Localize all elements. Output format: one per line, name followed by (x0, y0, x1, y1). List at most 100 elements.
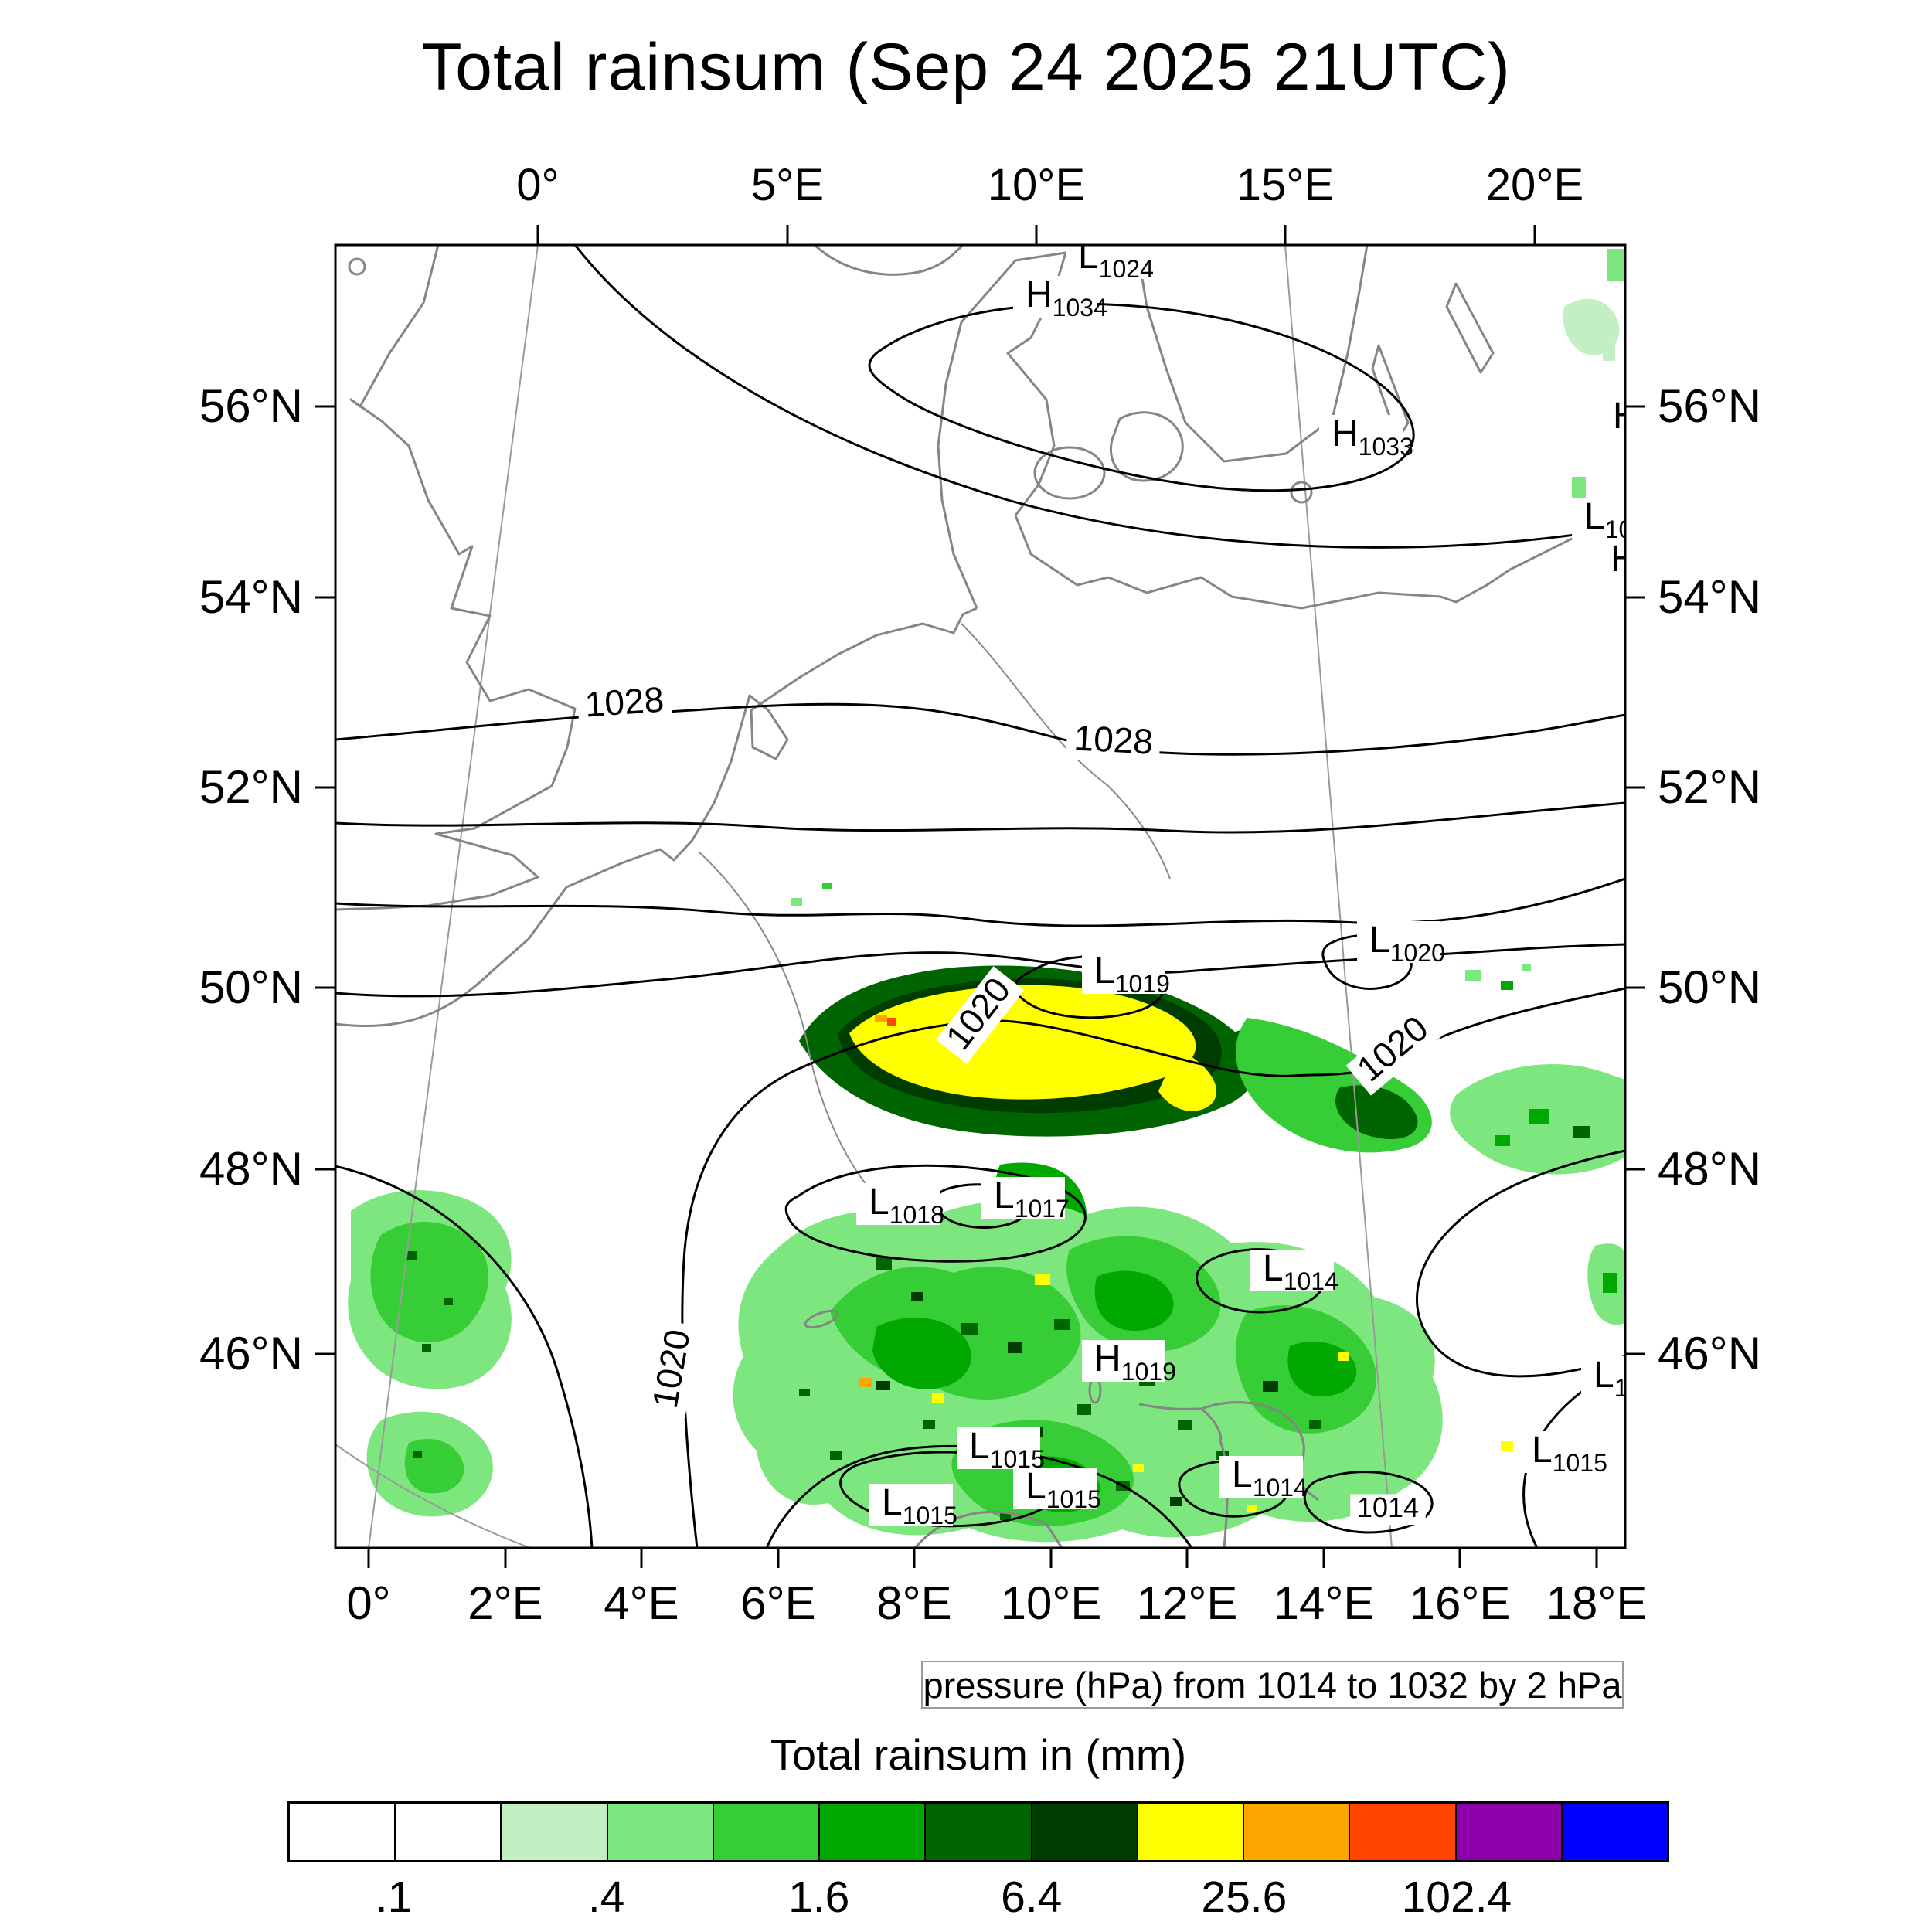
rain-area (1094, 1270, 1174, 1331)
rain-speck (961, 1323, 978, 1335)
pressure-label-bg (1219, 1456, 1303, 1498)
rainfall-shading-layer (348, 249, 1625, 1543)
axes-layer: 0° 5°E 10°E 15°E 20°E 0° 2°E 4°E 6°E 8°E 10°E 12°E 1… (199, 160, 1761, 1629)
colorbar-tick-label: 6.4 (1001, 1872, 1063, 1922)
rain-speck (1603, 1273, 1617, 1293)
rain-area (872, 1318, 971, 1389)
right-axis-label: 54°N (1658, 571, 1761, 623)
rain-area (1335, 1085, 1418, 1140)
rain-speck (1522, 964, 1531, 971)
pressure-label-bg (856, 1183, 940, 1225)
rain-speck (1008, 1342, 1022, 1353)
colorbar-cell (1243, 1804, 1349, 1860)
rain-speck (1170, 1497, 1182, 1506)
coastline-island-fyn (1033, 446, 1106, 500)
pressure-system-label: H1033 (1319, 413, 1413, 461)
colorbar-tick-label: .4 (587, 1872, 625, 1922)
right-axis-label: 52°N (1658, 761, 1761, 813)
rain-speck (1035, 1274, 1050, 1285)
rain-speck (1247, 1505, 1257, 1512)
colorbar-cell (818, 1804, 925, 1860)
coastline-island-gotland (1445, 282, 1495, 374)
coastline-liguria (913, 1510, 1063, 1548)
bottom-axis-label: 16°E (1410, 1577, 1511, 1629)
pressure-label-bg (1013, 276, 1097, 318)
pressure-label-bg (869, 1484, 953, 1526)
coastline-norway-south (813, 245, 964, 276)
pressure-label-bg (1319, 415, 1403, 457)
rain-speck (822, 883, 832, 889)
rain-speck (413, 1451, 422, 1458)
colorbar-cell (1030, 1804, 1137, 1860)
contour-low-1018 (784, 1164, 1087, 1263)
rain-speck (1133, 1464, 1144, 1472)
pressure-system-label: L1014 (1219, 1454, 1308, 1502)
bottom-axis-label: 8°E (876, 1577, 951, 1629)
colorbar-cell (712, 1804, 819, 1860)
right-axis-label: 46°N (1658, 1328, 1761, 1379)
rain-area (1607, 249, 1625, 281)
contour-1028 (335, 702, 1625, 756)
rain-speck (799, 1389, 810, 1396)
pressure-system-label: H1019 (1082, 1338, 1176, 1386)
pressure-label-bg (1082, 1340, 1165, 1382)
left-axis-label: 56°N (199, 380, 303, 432)
pressure-label-bg (1082, 952, 1165, 994)
contour-label-bg (1066, 720, 1162, 765)
rain-speck (932, 1393, 944, 1403)
rain-speck (1338, 1352, 1349, 1361)
legend-title: Total rainsum in (mm) (770, 1730, 1187, 1779)
coastline-britain (335, 245, 577, 911)
colorbar-cell (606, 1804, 713, 1860)
pressure-label-bg (1250, 1250, 1334, 1291)
rain-speck (887, 1018, 896, 1026)
river-rhine (698, 851, 896, 1216)
pressure-system-label: H1034 (1013, 274, 1107, 321)
contour-1026 (335, 801, 1625, 834)
pressure-label-bg (957, 1427, 1040, 1469)
rain-speck (1573, 1126, 1590, 1138)
rain-speck (876, 1381, 890, 1390)
contour-1022-west (335, 1165, 594, 1548)
colorbar-tick-label: 25.6 (1201, 1872, 1287, 1922)
rain-speck (791, 898, 802, 906)
top-axis-label: 20°E (1486, 160, 1583, 210)
contour-1016-east (1416, 1149, 1625, 1378)
colorbar-cell (924, 1804, 1031, 1860)
pressure-label-text: H (1613, 396, 1640, 437)
rain-area (1433, 369, 1541, 585)
colorbar (287, 1801, 1669, 1862)
colorbar-cell (394, 1804, 501, 1860)
rain-speck (1603, 338, 1615, 361)
colorbar-cell (290, 1804, 395, 1860)
pressure-system-label: L1019 (1082, 951, 1170, 998)
colorbar-cell (1349, 1804, 1455, 1860)
pressure-system-label: L1020 (1357, 920, 1445, 967)
contour-label-text: 1028 (1073, 717, 1154, 761)
pressure-label-bg (1598, 540, 1625, 582)
pressure-system-label: L1014 (1250, 1248, 1338, 1295)
rain-area (370, 1221, 489, 1343)
coastline-islands (348, 257, 366, 276)
pressure-label-bg (1572, 498, 1625, 539)
coastline-continent-north-sea (335, 607, 978, 1028)
pressure-system-label: L1017 (981, 1175, 1070, 1223)
colorbar-tick-label: .1 (375, 1872, 413, 1922)
pressure-label-bg (1066, 245, 1149, 279)
rain-speck (444, 1298, 453, 1305)
contour-label-text: 1028 (583, 679, 665, 725)
pressure-system-label: L1015 (1013, 1466, 1101, 1513)
pressure-label-bg (1600, 397, 1625, 439)
rain-speck (1495, 1135, 1510, 1146)
rain-speck (1501, 981, 1513, 990)
rain-speck (1077, 1404, 1091, 1415)
contour-label: 1014 (1350, 1492, 1426, 1526)
colorbar-cell (500, 1804, 607, 1860)
coastline-sweden (1135, 245, 1369, 463)
left-axis-label: 50°N (199, 961, 303, 1013)
pressure-system-label: L10 (1581, 1355, 1625, 1402)
pressure-label-bg (981, 1177, 1065, 1219)
rain-speck (1178, 1420, 1192, 1430)
colorbar-cell (1454, 1804, 1561, 1860)
